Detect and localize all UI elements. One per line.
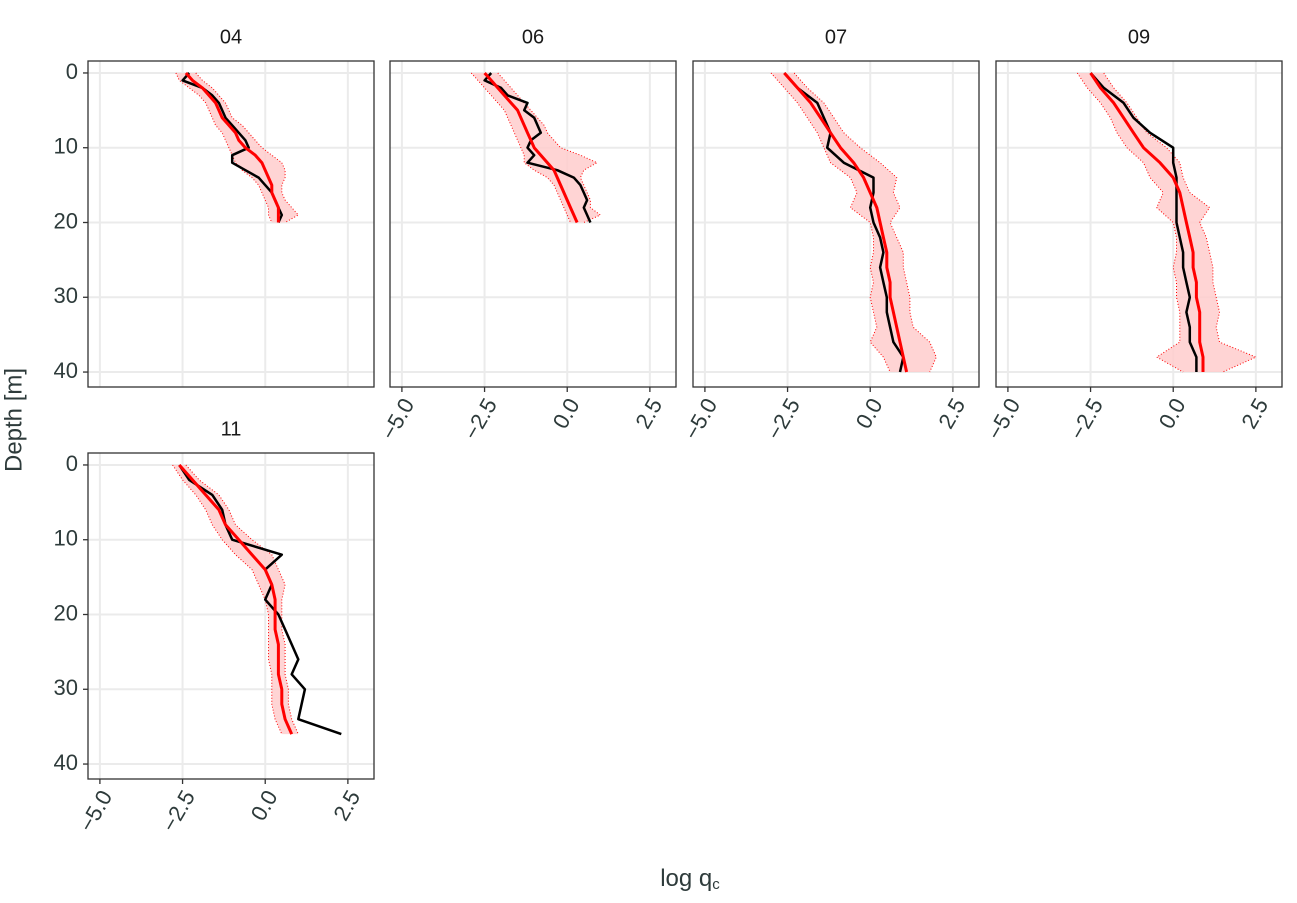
band-upper-edge	[497, 72, 602, 223]
y-tick-label: 30	[54, 283, 78, 308]
panel-background	[88, 453, 374, 779]
confidence-band	[771, 73, 937, 372]
x-axis-title-main: log q	[660, 865, 712, 892]
x-tick-label: 2.5	[630, 394, 667, 433]
x-tick-label: 2.5	[1236, 394, 1273, 433]
band-upper-edge	[793, 72, 937, 373]
x-tick-label: −5.0	[679, 394, 722, 444]
confidence-band	[1077, 73, 1256, 372]
y-tick-label: 20	[54, 600, 78, 625]
measured-line	[483, 72, 592, 224]
y-tick-label: 40	[54, 750, 78, 775]
x-tick-label: −5.0	[74, 786, 117, 836]
x-tick-label: −5.0	[982, 394, 1025, 444]
x-tick-label: −2.5	[157, 786, 200, 836]
x-tick-label: 0.0	[851, 394, 888, 433]
y-tick-label: 10	[54, 134, 78, 159]
y-tick-label: 0	[66, 59, 78, 84]
x-tick-label: −5.0	[376, 394, 419, 444]
x-tick-label: 2.5	[328, 786, 365, 825]
x-tick-label: −2.5	[459, 394, 502, 444]
mean-line	[483, 72, 579, 224]
y-tick-label: 30	[54, 675, 78, 700]
panel-background	[390, 61, 676, 387]
panel-border	[87, 60, 375, 388]
strip-title: 06	[522, 26, 544, 48]
y-tick-label: 40	[54, 358, 78, 383]
band-lower-edge	[770, 72, 891, 373]
x-axis-title-subscript: c	[712, 876, 720, 893]
panel-background	[693, 61, 979, 387]
panel-border	[692, 60, 980, 388]
mean-line	[783, 72, 909, 373]
measured-line	[1089, 72, 1198, 372]
band-upper-edge	[1103, 72, 1258, 373]
x-tick-label: −2.5	[762, 394, 805, 444]
y-axis-title: Depth [m]	[0, 368, 27, 472]
panel-border	[389, 60, 677, 388]
y-tick-label: 10	[54, 526, 78, 551]
x-tick-label: 2.5	[933, 394, 970, 433]
x-tick-label: 0.0	[1154, 394, 1191, 433]
band-upper-edge	[185, 464, 299, 735]
strip-title: 09	[1128, 26, 1150, 48]
band-upper-edge	[195, 72, 300, 223]
y-tick-label: 20	[54, 208, 78, 233]
band-lower-edge	[175, 72, 273, 223]
confidence-band	[172, 465, 299, 735]
x-tick-label: 0.0	[246, 786, 283, 825]
x-tick-label: 0.0	[548, 394, 585, 433]
confidence-band	[175, 73, 299, 223]
panel-background	[88, 61, 374, 387]
mean-line	[178, 464, 294, 735]
x-tick-label: −2.5	[1065, 394, 1108, 444]
band-lower-edge	[470, 72, 571, 223]
mean-line	[184, 72, 280, 223]
band-lower-edge	[1076, 72, 1184, 373]
panel-border	[87, 452, 375, 780]
panel-border	[995, 60, 1283, 388]
strip-title: 11	[221, 418, 242, 440]
strip-title: 04	[220, 26, 242, 48]
measured-line	[178, 464, 342, 736]
mean-line	[1089, 72, 1205, 372]
measured-line	[783, 72, 905, 373]
strip-title: 07	[825, 26, 847, 48]
x-axis-title: log qc	[660, 865, 720, 893]
y-tick-label: 0	[66, 451, 78, 476]
panel-background	[996, 61, 1282, 387]
